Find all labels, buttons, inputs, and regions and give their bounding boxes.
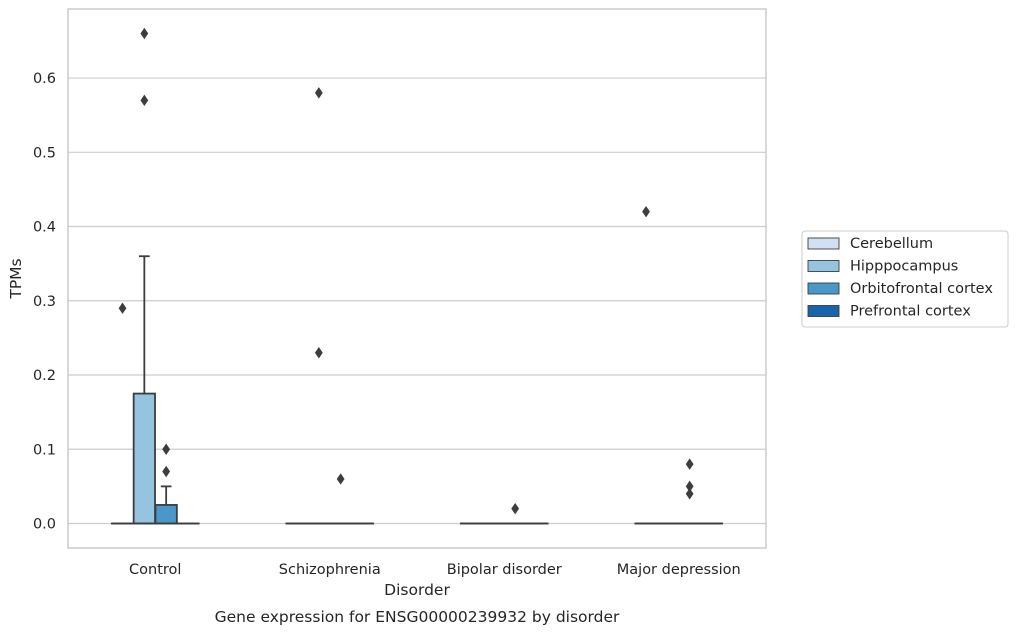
box-orbitofrontal-cortex-0 xyxy=(154,485,178,525)
legend-label: Prefrontal cortex xyxy=(850,304,971,320)
box-body xyxy=(132,392,156,525)
legend-entry: Hipppocampus xyxy=(807,259,958,275)
outlier-point xyxy=(162,443,171,455)
legend-entry: Prefrontal cortex xyxy=(807,304,971,320)
legend-label: Cerebellum xyxy=(850,236,933,252)
y-tick-label: 0.4 xyxy=(33,220,56,236)
outlier-point xyxy=(140,27,149,40)
outlier-point xyxy=(511,502,520,515)
x-tick-label: Schizophrenia xyxy=(279,562,381,578)
x-tick-label: Major depression xyxy=(617,562,741,578)
x-tick-label: Control xyxy=(129,562,181,578)
outlier-point xyxy=(314,87,323,99)
y-axis-label: TPMs xyxy=(7,258,25,299)
legend-label: Orbitofrontal cortex xyxy=(850,281,993,297)
grid-lines xyxy=(68,77,766,525)
legend-swatch xyxy=(807,305,840,317)
y-tick-labels: 0.0 0.1 0.2 0.3 0.4 0.5 0.6 xyxy=(33,71,56,532)
legend: Cerebellum Hipppocampus Orbitofrontal cort… xyxy=(801,230,1009,328)
legend-entry: Orbitofrontal cortex xyxy=(807,281,993,297)
box-marks xyxy=(110,255,724,525)
x-axis-label: Disorder xyxy=(384,581,450,599)
outlier-point xyxy=(118,302,127,314)
outlier-point xyxy=(685,488,694,500)
legend-swatch xyxy=(807,237,840,250)
outlier-point xyxy=(642,205,650,218)
outlier-point xyxy=(685,458,694,470)
outlier-point xyxy=(140,94,149,107)
outlier-point xyxy=(685,480,694,493)
y-tick-label: 0.2 xyxy=(33,368,56,384)
x-tick-label: Bipolar disorder xyxy=(447,562,562,578)
x-tick-labels: Control Schizophrenia Bipolar disorder Majo… xyxy=(129,562,741,578)
y-tick-label: 0.1 xyxy=(33,442,56,458)
box-hipppocampus-0 xyxy=(132,255,156,525)
outlier-marks xyxy=(118,27,694,515)
outlier-point xyxy=(162,465,171,478)
y-tick-label: 0.3 xyxy=(33,294,56,310)
legend-label: Hipppocampus xyxy=(850,259,958,275)
legend-frame xyxy=(801,230,1009,328)
plot-frame xyxy=(67,8,767,549)
outlier-point xyxy=(336,473,345,485)
legend-entry: Cerebellum xyxy=(807,236,933,252)
legend-swatch xyxy=(807,282,840,295)
y-tick-label: 0.0 xyxy=(33,517,56,533)
legend-swatch xyxy=(807,260,840,272)
outlier-point xyxy=(314,347,323,359)
y-tick-label: 0.5 xyxy=(33,145,56,161)
chart-caption: Gene expression for ENSG00000239932 by d… xyxy=(215,608,620,626)
y-tick-label: 0.6 xyxy=(33,71,56,87)
box-body xyxy=(154,504,178,525)
